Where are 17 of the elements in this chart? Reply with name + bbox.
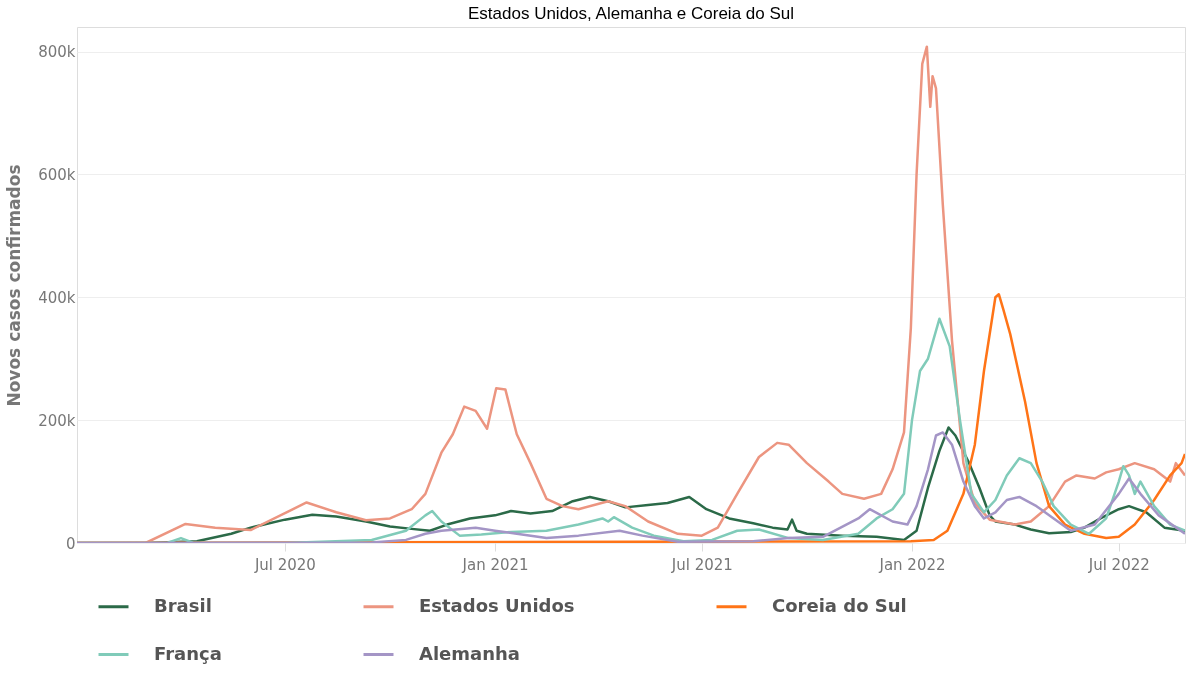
x-tick-label: Jan 2021 bbox=[461, 555, 529, 574]
y-tick-label: 0 bbox=[65, 534, 76, 553]
legend-label: Alemanha bbox=[419, 642, 520, 664]
x-tick-label: Jan 2022 bbox=[878, 555, 946, 574]
chart-title: Estados Unidos, Alemanha e Coreia do Sul bbox=[467, 4, 795, 23]
y-tick-label: 400k bbox=[38, 288, 76, 307]
legend-label: Coreia do Sul bbox=[772, 594, 907, 616]
y-tick-label: 800k bbox=[38, 43, 76, 62]
x-tick-label: Jul 2022 bbox=[1087, 555, 1150, 574]
y-tick-label: 200k bbox=[38, 411, 76, 430]
y-axis-title: Novos casos confirmados bbox=[4, 164, 25, 407]
y-tick-label: 600k bbox=[38, 165, 76, 184]
x-tick-label: Jul 2020 bbox=[253, 555, 316, 574]
x-tick-label: Jul 2021 bbox=[670, 555, 733, 574]
legend-label: França bbox=[154, 642, 222, 664]
legend-label: Estados Unidos bbox=[419, 594, 575, 616]
legend-label: Brasil bbox=[154, 594, 212, 616]
